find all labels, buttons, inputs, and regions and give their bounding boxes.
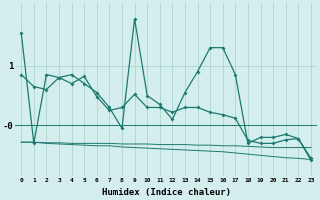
- X-axis label: Humidex (Indice chaleur): Humidex (Indice chaleur): [101, 188, 231, 197]
